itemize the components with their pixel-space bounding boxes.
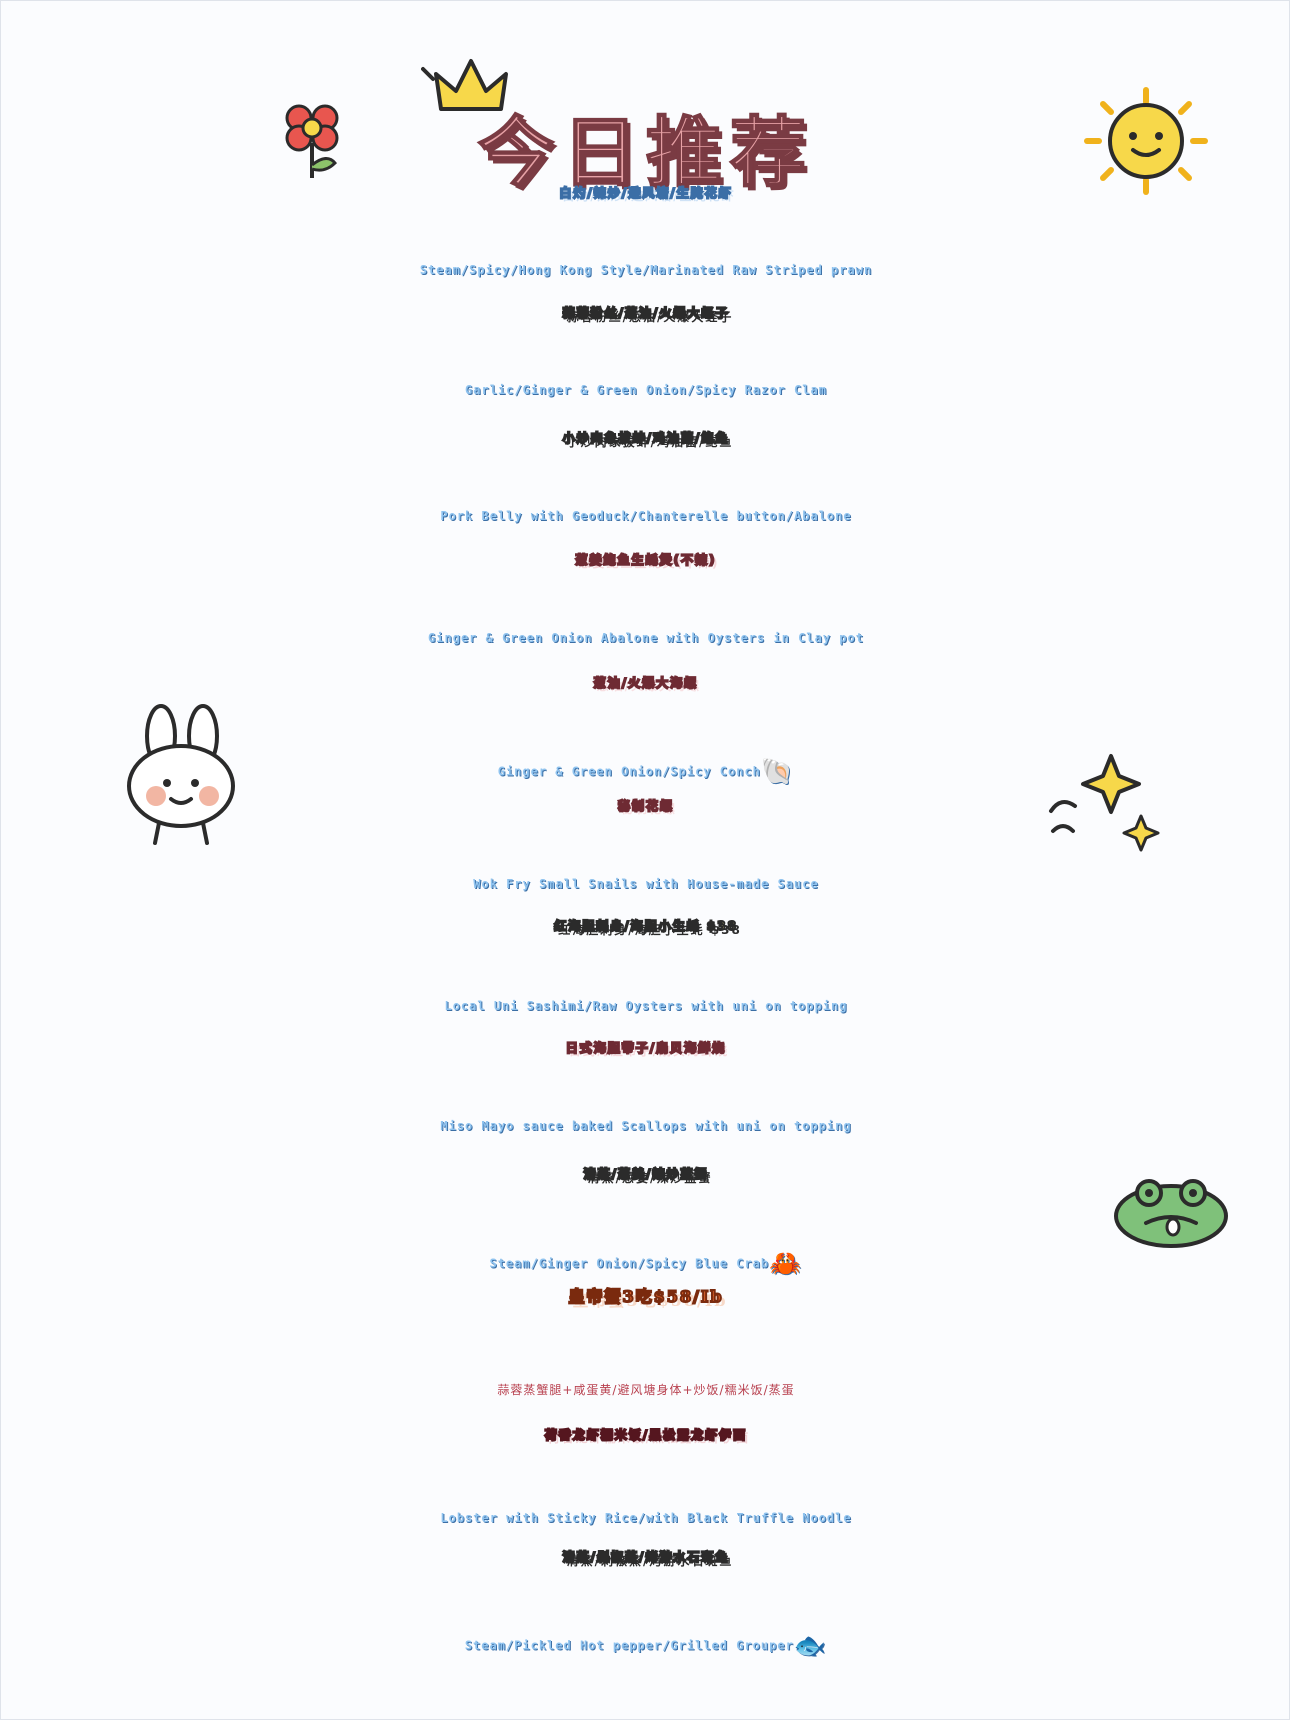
- menu-item-8-en: Miso Mayo sauce baked Scallops with uni …: [440, 1119, 852, 1133]
- menu-item-10-sub: 蒜蓉蒸蟹腿+咸蛋黄/避风塘身体+炒饭/糯米饭/蒸蛋: [497, 1383, 795, 1397]
- menu-item-9-zh: 清蒸/葱姜/辣炒蓝蟹: [583, 1166, 709, 1182]
- menu-item-9-en-row: Steam/Ginger Onion/Spicy Blue Crab🦀: [1, 1249, 1289, 1279]
- menu-item-11-en: Lobster with Sticky Rice/with Black Truf…: [440, 1511, 852, 1525]
- menu-item-4-en: Ginger & Green Onion Abalone with Oyster…: [428, 631, 864, 645]
- menu-item-2-zh: 蒜蓉粉丝/葱油/火爆大蛏子: [562, 305, 730, 321]
- crown-icon: [421, 59, 508, 111]
- menu-item-7-zh: 红海胆刺身/海胆小生蚝 $38: [553, 918, 738, 934]
- menu-item-7-en: Local Uni Sashimi/Raw Oysters with uni o…: [444, 999, 848, 1013]
- frog-icon: [1114, 1179, 1228, 1248]
- menu-item-12-zh: 清蒸/剁椒蒸/烤游水石斑鱼: [562, 1549, 730, 1565]
- page-title: 今日推荐: [477, 107, 814, 198]
- menu-item-12-en: Steam/Pickled Hot pepper/Grilled Grouper: [464, 1638, 794, 1653]
- menu-item-2-en: Garlic/Ginger & Green Onion/Spicy Razor …: [465, 383, 827, 397]
- menu-item-6-zh: 秘制花螺: [617, 798, 674, 814]
- menu-item-1-zh: 白灼/辣炒/避风塘/生腌花虾: [558, 185, 733, 201]
- menu-item-1-en: Steam/Spicy/Hong Kong Style/Marinated Ra…: [419, 263, 873, 277]
- menu-item-9-en: Steam/Ginger Onion/Spicy Blue Crab: [489, 1256, 770, 1271]
- menu-item-5-en-row: Ginger & Green Onion/Spicy Conch🐚: [1, 757, 1289, 787]
- sun-icon: [1084, 87, 1208, 195]
- menu-item-3-en: Pork Belly with Geoduck/Chanterelle butt…: [440, 509, 852, 523]
- bunny-icon: [127, 704, 235, 845]
- menu-item-12-en-row: Steam/Pickled Hot pepper/Grilled Grouper…: [1, 1631, 1289, 1661]
- fish-icon: 🐟: [793, 1631, 828, 1661]
- menu-item-3-zh: 小炒肉象拔蚌/鸡油菌/鲍鱼: [562, 430, 730, 446]
- menu-item-8-zh: 日式海胆带子/扇贝海鲜烧: [565, 1040, 727, 1056]
- sparkle-icon: [1049, 754, 1160, 852]
- menu-item-5-zh: 葱油/火爆大海螺: [593, 675, 699, 691]
- menu-item-6-en: Wok Fry Small Snails with House-made Sau…: [473, 877, 819, 891]
- flower-icon: [285, 104, 339, 178]
- menu-item-10-zh: 皇帝蟹3吃$58/Ib: [567, 1286, 724, 1307]
- menu-item-4-zh: 葱姜鲍鱼生蚝煲(不辣): [575, 552, 717, 568]
- menu-item-5-en: Ginger & Green Onion/Spicy Conch: [497, 764, 761, 779]
- conch-icon: 🐚: [760, 757, 795, 787]
- crab-icon: 🦀: [769, 1249, 803, 1279]
- menu-item-11-zh: 荷香龙虾糯米饭/黑松露龙虾伊面: [544, 1427, 748, 1443]
